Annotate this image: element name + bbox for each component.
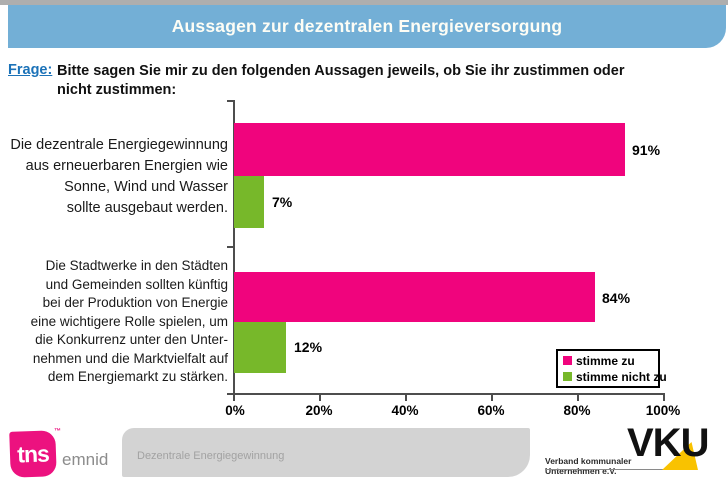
category-label-1: Die dezentrale Energiegewinnung aus erne… bbox=[10, 137, 228, 216]
trademark-symbol: ™ bbox=[54, 428, 61, 435]
value-label: 91% bbox=[632, 142, 661, 158]
category-tick bbox=[227, 393, 234, 395]
tns-logo-text: tns bbox=[16, 439, 50, 468]
value-tick bbox=[663, 395, 665, 401]
x-tick-label: 100% bbox=[645, 403, 681, 418]
value-tick bbox=[319, 395, 321, 401]
x-tick-label: 0% bbox=[225, 403, 245, 418]
question-text: Bitte sagen Sie mir zu den folgenden Aus… bbox=[57, 63, 625, 98]
x-tick-label: 60% bbox=[477, 403, 505, 418]
x-tick-label: 40% bbox=[391, 403, 419, 418]
value-axis-line bbox=[233, 393, 665, 395]
legend-swatch-agree bbox=[563, 356, 572, 365]
page-title: Aussagen zur dezentralen Energieversorgu… bbox=[171, 16, 563, 36]
bar-disagree-statement1 bbox=[234, 176, 265, 228]
category-label-2: Die Stadtwerke in den Städten und Gemein… bbox=[30, 258, 228, 384]
question-label: Frage: bbox=[8, 62, 53, 78]
footer-doc-bar bbox=[122, 428, 530, 477]
category-tick bbox=[227, 100, 234, 102]
legend-item-agree: stimme zu bbox=[563, 354, 658, 368]
legend-item-disagree: stimme nicht zu bbox=[563, 370, 667, 384]
bar-agree-statement2 bbox=[234, 272, 596, 322]
category-tick bbox=[227, 246, 234, 248]
title-bar: Aussagen zur dezentralen Energieversorgu… bbox=[8, 5, 726, 48]
legend: stimme zu stimme nicht zu bbox=[556, 349, 667, 388]
footer-doc-label: Dezentrale Energiegewinnung bbox=[137, 450, 285, 462]
emnid-logo-text: emnid bbox=[62, 450, 109, 469]
bar-agree-statement1 bbox=[234, 123, 626, 176]
legend-label-disagree: stimme nicht zu bbox=[576, 369, 667, 384]
value-tick bbox=[405, 395, 407, 401]
value-tick bbox=[233, 395, 235, 401]
legend-swatch-disagree bbox=[563, 372, 572, 381]
value-tick bbox=[491, 395, 493, 401]
value-label: 12% bbox=[294, 339, 323, 355]
value-label: 7% bbox=[272, 194, 293, 210]
value-label: 84% bbox=[602, 290, 631, 306]
tns-emnid-logo: tns bbox=[9, 430, 57, 478]
legend-label-agree: stimme zu bbox=[576, 353, 635, 368]
vku-logo-text: VKU bbox=[627, 421, 709, 465]
x-tick-label: 20% bbox=[305, 403, 333, 418]
vku-subtitle-rule bbox=[545, 469, 663, 470]
vku-subtitle: Verband kommunaler Unternehmen e.V. bbox=[545, 456, 632, 476]
value-tick bbox=[577, 395, 579, 401]
x-tick-label: 80% bbox=[563, 403, 591, 418]
category-axis-line bbox=[233, 100, 235, 394]
bar-disagree-statement2 bbox=[234, 322, 286, 373]
window-edge bbox=[0, 0, 728, 5]
